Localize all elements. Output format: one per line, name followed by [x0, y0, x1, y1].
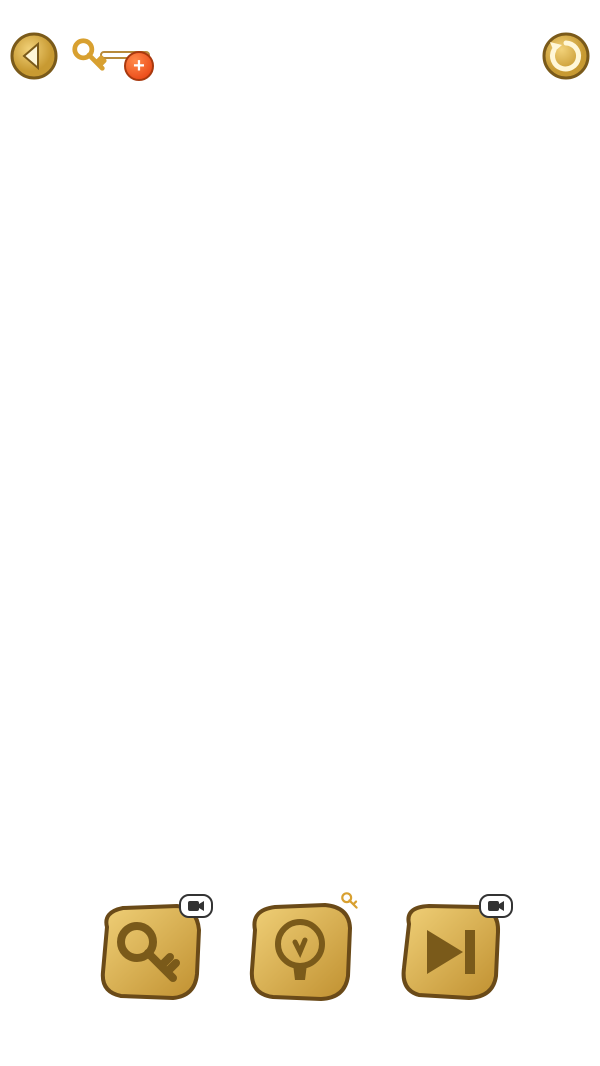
skip-action-button[interactable] — [395, 902, 505, 1006]
hint-action-button[interactable] — [245, 902, 355, 1006]
video-badge-icon — [479, 894, 513, 918]
key-action-button[interactable] — [95, 902, 205, 1006]
add-keys-button[interactable]: + — [124, 51, 154, 81]
video-badge-icon — [179, 894, 213, 918]
key-counter: + — [70, 36, 150, 74]
back-button[interactable] — [10, 32, 58, 80]
hint-cost-badge — [339, 890, 361, 912]
key-icon — [70, 36, 108, 74]
play-area[interactable] — [0, 250, 600, 810]
restart-button[interactable] — [542, 32, 590, 80]
